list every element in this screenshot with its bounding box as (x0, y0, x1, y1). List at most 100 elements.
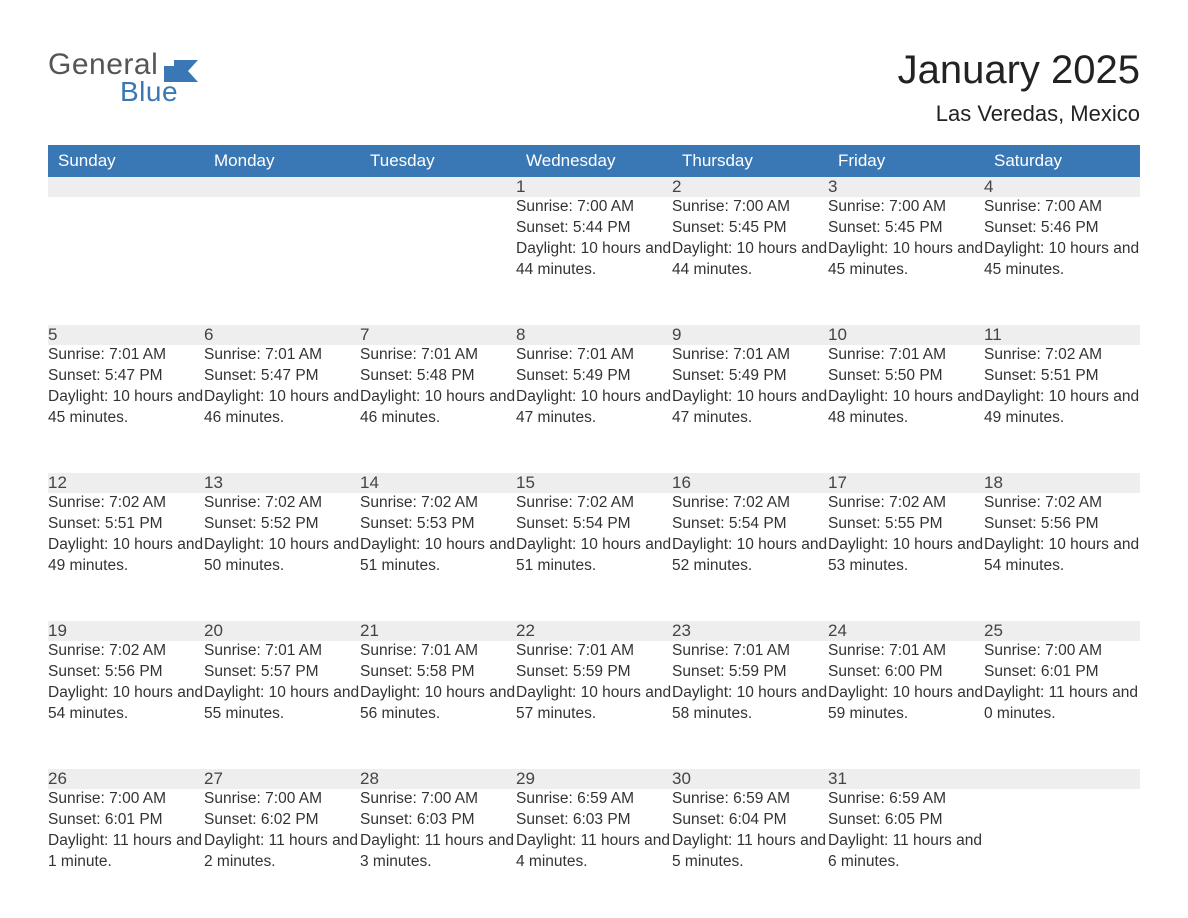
day-number-cell: 15 (516, 473, 672, 493)
day-number-cell: 23 (672, 621, 828, 641)
content-row: Sunrise: 7:00 AMSunset: 6:01 PMDaylight:… (48, 789, 1140, 917)
day-number-cell: 27 (204, 769, 360, 789)
daylight-line: Daylight: 10 hours and 45 minutes. (828, 239, 984, 281)
sunset-line: Sunset: 5:58 PM (360, 662, 516, 683)
daylight-line: Daylight: 10 hours and 51 minutes. (360, 535, 516, 577)
title-block: January 2025 Las Veredas, Mexico (898, 48, 1140, 127)
daylight-line: Daylight: 11 hours and 3 minutes. (360, 831, 516, 873)
daynum-row: 19202122232425 (48, 621, 1140, 641)
sunrise-line: Sunrise: 7:01 AM (360, 345, 516, 366)
day-content-cell: Sunrise: 7:02 AMSunset: 5:54 PMDaylight:… (672, 493, 828, 621)
sunrise-line: Sunrise: 7:02 AM (360, 493, 516, 514)
sunrise-line: Sunrise: 7:01 AM (672, 345, 828, 366)
day-content-cell: Sunrise: 7:00 AMSunset: 6:03 PMDaylight:… (360, 789, 516, 917)
day-content-cell: Sunrise: 7:01 AMSunset: 5:49 PMDaylight:… (516, 345, 672, 473)
day-content-cell: Sunrise: 7:00 AMSunset: 6:01 PMDaylight:… (48, 789, 204, 917)
sunrise-line: Sunrise: 7:01 AM (672, 641, 828, 662)
day-content-cell: Sunrise: 7:00 AMSunset: 5:46 PMDaylight:… (984, 197, 1140, 325)
daylight-line: Daylight: 10 hours and 45 minutes. (48, 387, 204, 429)
daylight-line: Daylight: 10 hours and 51 minutes. (516, 535, 672, 577)
page-header: General Blue January 2025 Las Veredas, M… (48, 48, 1140, 127)
daylight-line: Daylight: 10 hours and 54 minutes. (48, 683, 204, 725)
day-content-cell: Sunrise: 7:00 AMSunset: 6:01 PMDaylight:… (984, 641, 1140, 769)
sunset-line: Sunset: 5:45 PM (828, 218, 984, 239)
sunset-line: Sunset: 5:53 PM (360, 514, 516, 535)
day-number-cell: 17 (828, 473, 984, 493)
daynum-row: 1234 (48, 177, 1140, 197)
weekday-header: Sunday (48, 145, 204, 177)
sunrise-line: Sunrise: 7:02 AM (48, 641, 204, 662)
day-number-cell (360, 177, 516, 197)
daylight-line: Daylight: 10 hours and 56 minutes. (360, 683, 516, 725)
weekday-header: Saturday (984, 145, 1140, 177)
daynum-row: 262728293031 (48, 769, 1140, 789)
sunrise-line: Sunrise: 7:02 AM (48, 493, 204, 514)
sunset-line: Sunset: 6:04 PM (672, 810, 828, 831)
daylight-line: Daylight: 10 hours and 47 minutes. (672, 387, 828, 429)
daylight-line: Daylight: 11 hours and 5 minutes. (672, 831, 828, 873)
sunset-line: Sunset: 6:03 PM (360, 810, 516, 831)
day-content-cell: Sunrise: 7:00 AMSunset: 5:44 PMDaylight:… (516, 197, 672, 325)
sunrise-line: Sunrise: 7:01 AM (204, 345, 360, 366)
day-content-cell: Sunrise: 7:00 AMSunset: 5:45 PMDaylight:… (672, 197, 828, 325)
sunset-line: Sunset: 5:45 PM (672, 218, 828, 239)
sunrise-line: Sunrise: 7:02 AM (516, 493, 672, 514)
day-content-cell: Sunrise: 6:59 AMSunset: 6:05 PMDaylight:… (828, 789, 984, 917)
daylight-line: Daylight: 11 hours and 6 minutes. (828, 831, 984, 873)
daynum-row: 12131415161718 (48, 473, 1140, 493)
sunset-line: Sunset: 5:57 PM (204, 662, 360, 683)
day-content-cell (204, 197, 360, 325)
day-number-cell: 30 (672, 769, 828, 789)
daylight-line: Daylight: 10 hours and 53 minutes. (828, 535, 984, 577)
daylight-line: Daylight: 10 hours and 55 minutes. (204, 683, 360, 725)
day-content-cell: Sunrise: 7:02 AMSunset: 5:56 PMDaylight:… (984, 493, 1140, 621)
daylight-line: Daylight: 11 hours and 4 minutes. (516, 831, 672, 873)
day-number-cell: 16 (672, 473, 828, 493)
sunrise-line: Sunrise: 7:00 AM (516, 197, 672, 218)
sunset-line: Sunset: 5:51 PM (984, 366, 1140, 387)
sunset-line: Sunset: 5:52 PM (204, 514, 360, 535)
day-number-cell: 25 (984, 621, 1140, 641)
day-number-cell: 21 (360, 621, 516, 641)
sunrise-line: Sunrise: 7:00 AM (204, 789, 360, 810)
day-content-cell: Sunrise: 7:02 AMSunset: 5:52 PMDaylight:… (204, 493, 360, 621)
day-content-cell: Sunrise: 6:59 AMSunset: 6:03 PMDaylight:… (516, 789, 672, 917)
day-number-cell: 8 (516, 325, 672, 345)
brand-text-blue: Blue (120, 76, 198, 108)
day-number-cell: 29 (516, 769, 672, 789)
sunrise-line: Sunrise: 7:02 AM (984, 345, 1140, 366)
sunrise-line: Sunrise: 7:01 AM (48, 345, 204, 366)
day-content-cell: Sunrise: 7:01 AMSunset: 5:47 PMDaylight:… (204, 345, 360, 473)
day-content-cell (48, 197, 204, 325)
day-content-cell: Sunrise: 7:02 AMSunset: 5:53 PMDaylight:… (360, 493, 516, 621)
day-content-cell: Sunrise: 7:01 AMSunset: 5:58 PMDaylight:… (360, 641, 516, 769)
day-number-cell: 19 (48, 621, 204, 641)
weekday-header: Friday (828, 145, 984, 177)
day-number-cell (204, 177, 360, 197)
day-content-cell: Sunrise: 7:01 AMSunset: 5:59 PMDaylight:… (516, 641, 672, 769)
daylight-line: Daylight: 10 hours and 45 minutes. (984, 239, 1140, 281)
location-subtitle: Las Veredas, Mexico (898, 101, 1140, 127)
daylight-line: Daylight: 10 hours and 50 minutes. (204, 535, 360, 577)
daylight-line: Daylight: 11 hours and 2 minutes. (204, 831, 360, 873)
sunrise-line: Sunrise: 7:02 AM (204, 493, 360, 514)
day-number-cell: 22 (516, 621, 672, 641)
sunset-line: Sunset: 6:03 PM (516, 810, 672, 831)
sunrise-line: Sunrise: 6:59 AM (672, 789, 828, 810)
day-number-cell: 9 (672, 325, 828, 345)
sunset-line: Sunset: 6:02 PM (204, 810, 360, 831)
day-content-cell: Sunrise: 7:02 AMSunset: 5:54 PMDaylight:… (516, 493, 672, 621)
day-number-cell: 1 (516, 177, 672, 197)
sunrise-line: Sunrise: 7:00 AM (48, 789, 204, 810)
day-content-cell: Sunrise: 7:01 AMSunset: 5:49 PMDaylight:… (672, 345, 828, 473)
day-number-cell: 6 (204, 325, 360, 345)
daylight-line: Daylight: 10 hours and 54 minutes. (984, 535, 1140, 577)
daylight-line: Daylight: 10 hours and 58 minutes. (672, 683, 828, 725)
day-number-cell: 4 (984, 177, 1140, 197)
day-number-cell: 10 (828, 325, 984, 345)
sunset-line: Sunset: 5:48 PM (360, 366, 516, 387)
sunrise-line: Sunrise: 6:59 AM (828, 789, 984, 810)
sunset-line: Sunset: 5:54 PM (672, 514, 828, 535)
day-number-cell: 28 (360, 769, 516, 789)
daylight-line: Daylight: 10 hours and 57 minutes. (516, 683, 672, 725)
